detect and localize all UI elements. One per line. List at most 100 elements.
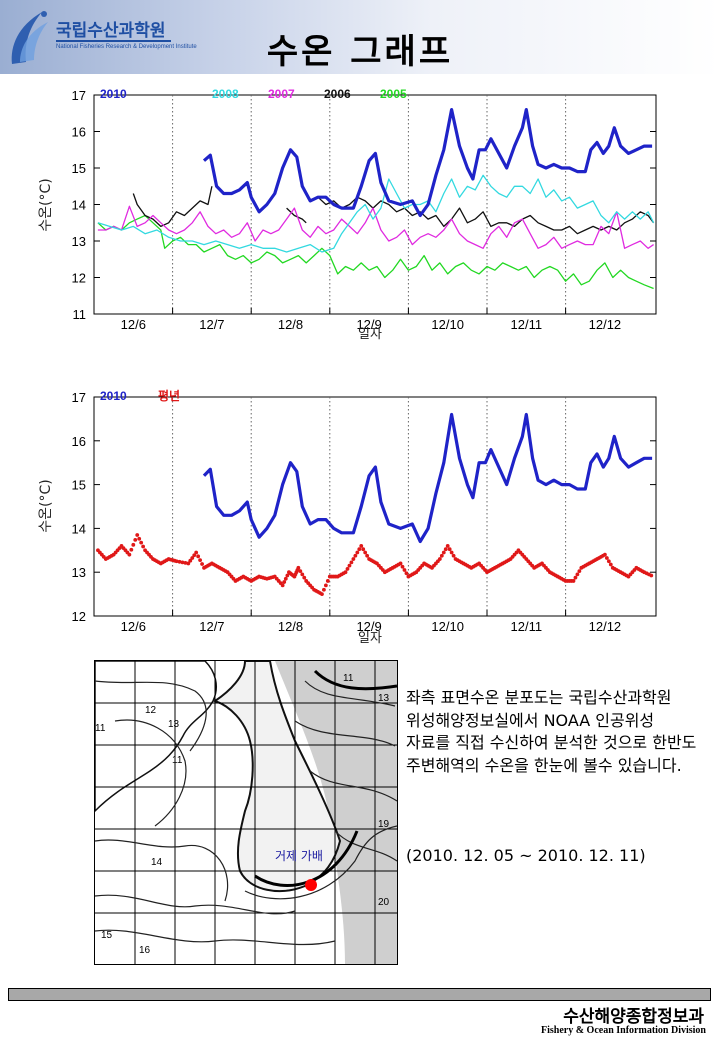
normal-point: [575, 572, 580, 577]
normal-point: [194, 550, 199, 555]
legend-2010: 2010: [100, 87, 127, 101]
contour-label: 12: [145, 705, 157, 716]
normal-point: [445, 544, 450, 548]
normal-point: [139, 540, 144, 545]
normal-point: [282, 580, 287, 584]
chart2-y-label: 수온(°C): [38, 479, 54, 532]
normal-point: [141, 544, 146, 549]
normal-point: [280, 583, 285, 588]
chart2-x-label: 일자: [358, 631, 382, 646]
normal-point: [353, 553, 358, 558]
normal-point: [577, 569, 582, 574]
normal-point: [573, 575, 578, 580]
series-y2006-line: [309, 196, 655, 235]
station-marker: [305, 879, 317, 891]
y-tick-label: 17: [72, 390, 86, 405]
chart1-x-ticks: 12/6 12/7 12/8 12/9 12/10 12/11 12/12: [121, 317, 622, 332]
y-tick-label: 11: [73, 307, 87, 322]
normal-point: [127, 552, 132, 557]
division-name-english: Fishery & Ocean Information Division: [541, 1025, 706, 1036]
normal-point: [129, 547, 134, 552]
series-y2010-line: [202, 108, 653, 218]
y-tick-label: 16: [72, 434, 86, 449]
normal-point: [349, 560, 354, 565]
contour-label: 19: [378, 819, 390, 830]
normal-point: [443, 547, 448, 552]
normal-point: [177, 559, 182, 564]
legend-2010: 2010: [100, 389, 127, 403]
land-china: [94, 660, 217, 813]
normal-point: [351, 557, 356, 561]
legend-2005: 2005: [380, 87, 407, 101]
normal-point: [200, 562, 204, 566]
chart1-legend: 2010 2008 2007 2006 2005: [100, 87, 407, 101]
y-tick-label: 17: [72, 88, 86, 103]
y-tick-label: 13: [72, 565, 86, 580]
series-y2005-line: [97, 214, 654, 290]
y-tick-label: 14: [72, 521, 86, 536]
series-y2007-line: [97, 205, 654, 249]
y-tick-label: 15: [72, 161, 86, 176]
normal-point: [439, 553, 444, 558]
org-underline: [56, 40, 171, 42]
normal-point: [192, 553, 197, 558]
normal-point: [323, 583, 328, 588]
normal-point: [180, 560, 185, 565]
normal-point: [296, 565, 301, 570]
chart1-axes: 11 12 13 14 15 16 17 12/6 12/7 12/8 12/9 12/10 12/1…: [72, 88, 657, 332]
x-tick-label: 12/10: [431, 317, 464, 332]
chart2-series-group: [96, 412, 654, 596]
normal-point: [404, 571, 409, 576]
normal-point: [137, 536, 142, 541]
legend-2006: 2006: [324, 87, 351, 101]
nfrdi-fish-logo-icon: [11, 11, 48, 64]
normal-point: [441, 550, 446, 555]
normal-point: [451, 553, 456, 558]
y-tick-label: 12: [72, 271, 86, 286]
normal-point: [359, 544, 364, 548]
map-description: 좌측 표면수온 분포도는 국립수산과학원 위성해양정보실에서 NOAA 인공위성…: [406, 688, 697, 775]
normal-point: [325, 579, 330, 583]
legend-normal: 평년: [158, 389, 180, 403]
normal-point: [363, 550, 368, 555]
x-tick-label: 12/11: [511, 619, 543, 634]
contour-label: 13: [378, 693, 390, 704]
normal-point: [198, 558, 203, 563]
x-tick-label: 12/10: [431, 619, 464, 634]
normal-point: [571, 579, 576, 583]
x-tick-label: 12/8: [278, 317, 303, 332]
chart1-day-dividers: [172, 95, 567, 314]
normal-point: [320, 592, 324, 596]
contour-label: 15: [101, 930, 113, 941]
contour-label: 11: [172, 755, 183, 766]
series-y2006-line: [132, 186, 213, 228]
normal-point: [400, 564, 405, 569]
page-title: 수온 그래프: [266, 32, 454, 72]
chart1-x-label: 일자: [358, 327, 382, 342]
series-normal-dots: [96, 533, 654, 596]
y-tick-label: 16: [72, 125, 86, 140]
x-tick-label: 12/6: [121, 619, 146, 634]
y-tick-label: 13: [72, 234, 86, 249]
station-label: 거제 가배: [275, 849, 323, 863]
x-tick-label: 12/6: [121, 317, 146, 332]
x-tick-label: 12/8: [278, 619, 303, 634]
x-tick-label: 12/12: [589, 317, 622, 332]
chart2-y-ticks: 12 13 14 15 16 17: [72, 390, 656, 624]
date-range: (2010. 12. 05 ~ 2010. 12. 11): [406, 846, 646, 865]
contour-label: 16: [139, 945, 151, 956]
header-banner: 국립수산과학원 National Fisheries Research & De…: [0, 0, 720, 74]
contour-label: 11: [343, 673, 354, 684]
chart2-legend: 2010 평년: [100, 389, 180, 403]
contour-label: 13: [168, 719, 180, 730]
normal-point: [402, 568, 407, 572]
normal-point: [347, 563, 352, 568]
legend-2008: 2008: [212, 87, 239, 101]
normal-point: [322, 587, 326, 592]
normal-point: [190, 556, 195, 560]
contour-label: 14: [151, 857, 163, 868]
normal-point: [196, 554, 201, 559]
chart1-y-ticks: 11 12 13 14 15 16 17: [72, 88, 656, 322]
sst-chart-yearly: 11 12 13 14 15 16 17 12/6 12/7 12/8 12/9 12/10 12/1…: [38, 87, 657, 342]
